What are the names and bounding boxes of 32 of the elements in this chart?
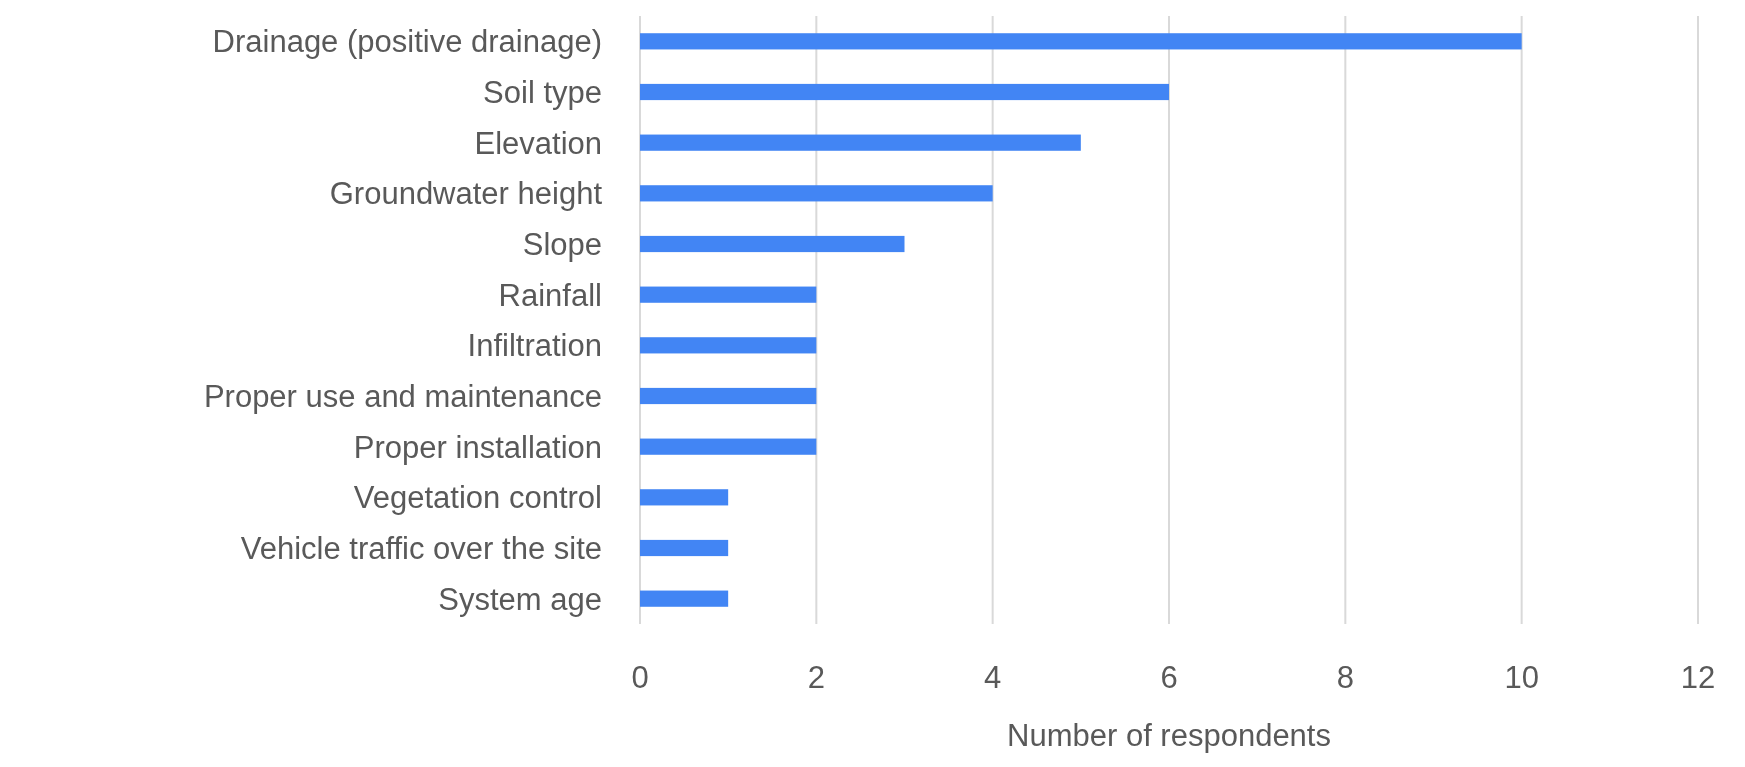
- bar: [640, 235, 905, 253]
- bar: [640, 590, 729, 607]
- bar: [640, 134, 1081, 151]
- y-tick-label: Rainfall: [498, 277, 602, 313]
- y-tick-label: Slope: [522, 226, 602, 262]
- bar: [640, 387, 817, 405]
- x-tick-label: 12: [1680, 660, 1716, 695]
- x-tick-label: 0: [631, 660, 649, 695]
- x-tick-label: 6: [1160, 660, 1178, 695]
- bar: [640, 539, 729, 557]
- y-tick-label: Soil type: [483, 74, 602, 110]
- bar: [640, 489, 729, 506]
- bar: [640, 438, 817, 455]
- bar: [640, 33, 1522, 50]
- x-tick-label: 8: [1336, 660, 1354, 695]
- bar: [640, 286, 817, 303]
- y-tick-label: Vegetation control: [353, 480, 602, 516]
- y-tick-label: Vehicle traffic over the site: [240, 530, 602, 566]
- y-tick-label: System age: [438, 581, 602, 617]
- bar: [640, 337, 817, 354]
- y-tick-label: Groundwater height: [329, 176, 603, 212]
- x-tick-label: 2: [807, 660, 825, 695]
- y-tick-label: Infiltration: [467, 328, 602, 364]
- x-axis-title: Number of respondents: [1007, 718, 1331, 753]
- y-tick-label: Elevation: [474, 125, 602, 161]
- y-tick-label: Drainage (positive drainage): [212, 24, 602, 60]
- x-tick-label: 10: [1504, 660, 1539, 695]
- x-tick-label: 4: [984, 660, 1002, 695]
- bar: [640, 83, 1169, 101]
- bar: [640, 185, 993, 202]
- y-tick-label: Proper installation: [353, 429, 602, 465]
- y-tick-label: Proper use and maintenance: [203, 378, 602, 414]
